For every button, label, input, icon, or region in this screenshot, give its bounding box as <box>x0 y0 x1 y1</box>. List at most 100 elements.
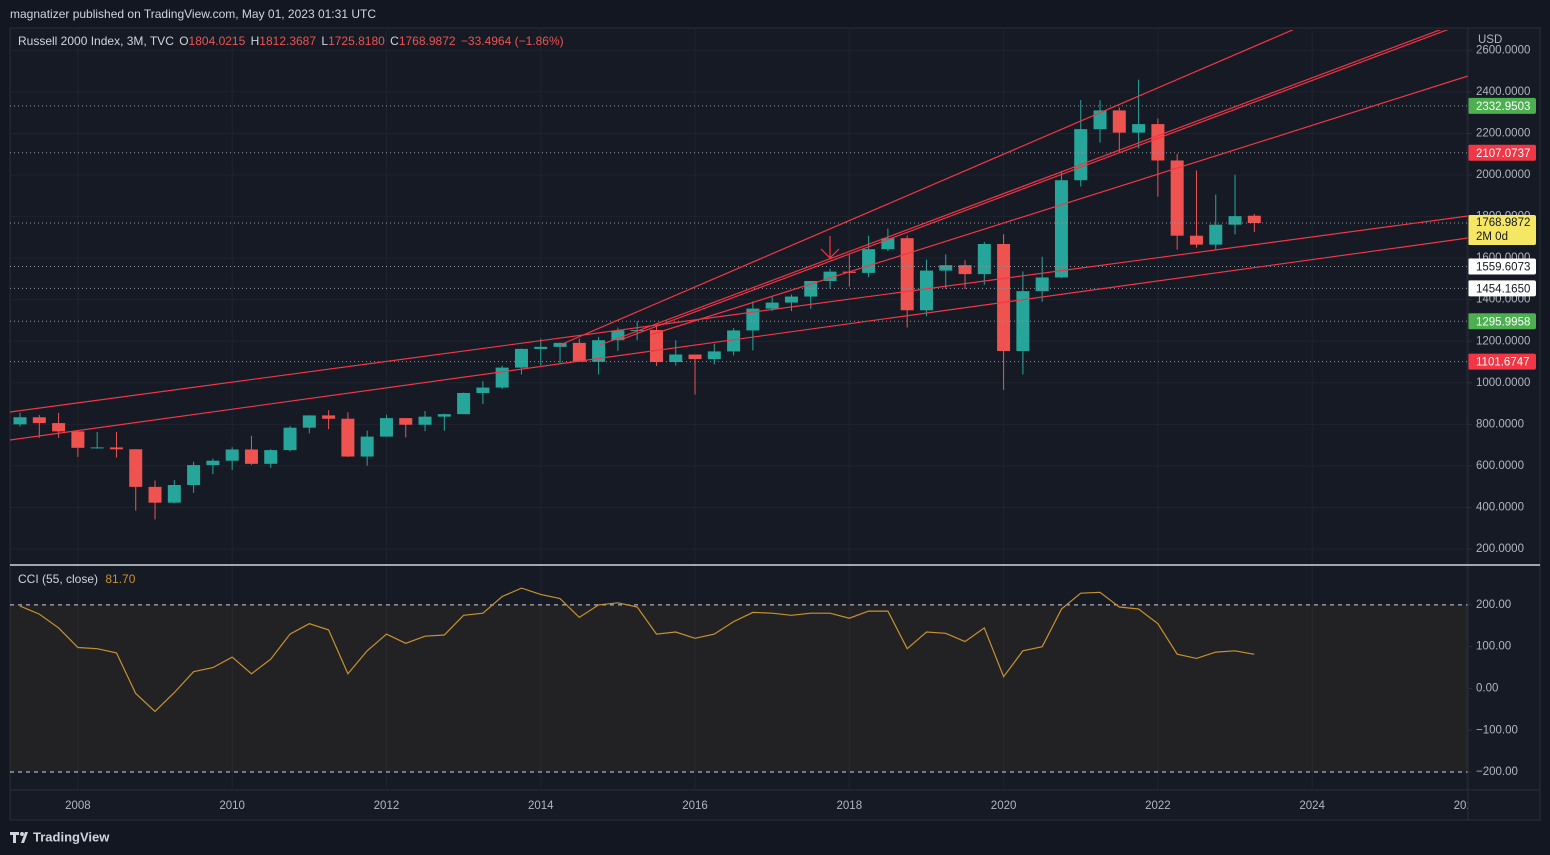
candle-body <box>379 418 393 437</box>
y-tick-label: 200.0000 <box>1476 543 1524 555</box>
footer-brand: TradingView <box>33 829 110 844</box>
candle-body <box>71 431 85 448</box>
legend-key: O <box>179 34 188 48</box>
last-price-badge <box>1468 215 1536 246</box>
cci-band-fill <box>10 604 1468 773</box>
arrow-marker <box>820 236 840 259</box>
candle-body <box>341 418 355 457</box>
y-tick-label: 2600.0000 <box>1476 44 1530 56</box>
y-tick-label: −200.00 <box>1476 766 1518 778</box>
last-price-label: 1768.9872 <box>1476 217 1530 229</box>
legend-value: 1812.3687 <box>259 34 316 48</box>
candle-body <box>457 392 471 415</box>
candle-body <box>322 415 336 419</box>
trend-lines <box>10 30 1468 441</box>
candle-body <box>977 244 991 275</box>
y-tick-label: 200.00 <box>1476 599 1511 611</box>
y-tick-label: 400.0000 <box>1476 501 1524 513</box>
candle-body <box>244 449 258 464</box>
candle-body <box>264 450 278 464</box>
price-level-label: 2107.0737 <box>1476 148 1530 160</box>
y-tick-label: 2400.0000 <box>1476 86 1530 98</box>
cci-line <box>19 587 1255 713</box>
candle-body <box>437 414 451 417</box>
indicator-legend: CCI (55, close) 81.70 <box>18 572 136 586</box>
candle-body <box>592 340 606 362</box>
candle-body <box>1093 110 1107 130</box>
trend-line <box>619 30 1449 341</box>
candle-body <box>707 351 721 360</box>
candle-body <box>1054 180 1068 278</box>
candle-body <box>534 346 548 349</box>
logo-dot <box>20 832 24 836</box>
candle-body <box>997 244 1011 351</box>
price-level-label: 1101.6747 <box>1476 357 1530 369</box>
x-tick-label: 2016 <box>682 800 708 812</box>
symbol-legend: Russell 2000 Index, 3M, TVC O1804.0215 H… <box>18 34 564 48</box>
legend-key: H <box>251 34 260 48</box>
candle-body <box>476 387 490 393</box>
candle-body <box>727 330 741 352</box>
indicator-value: 81.70 <box>105 572 135 586</box>
candle-body <box>13 417 27 425</box>
bar-countdown: 2M 0d <box>1476 231 1508 243</box>
candle-body <box>418 416 432 425</box>
candle-body <box>1132 124 1146 133</box>
candle-body <box>360 436 374 457</box>
price-level-badge <box>1468 280 1536 297</box>
candle-body <box>1189 235 1203 245</box>
trend-line <box>559 30 1294 346</box>
price-level-label: 2332.9503 <box>1476 101 1530 113</box>
y-tick-label: 600.0000 <box>1476 460 1524 472</box>
trend-line <box>10 215 1468 413</box>
candle-body <box>746 308 760 331</box>
candle-body <box>1112 110 1126 133</box>
x-tick-label: 2012 <box>374 800 400 812</box>
x-tick-label: 2008 <box>65 800 91 812</box>
tradingview-logo: TradingView <box>10 829 110 844</box>
logo-icon <box>10 832 28 843</box>
candle-body <box>129 449 143 487</box>
candle-body <box>1151 124 1165 161</box>
price-level-badge <box>1468 97 1536 114</box>
x-tick-label: 2010 <box>219 800 245 812</box>
indicator-title: CCI (55, close) <box>18 572 98 586</box>
price-level-label: 1295.9958 <box>1476 316 1530 328</box>
candle-body <box>225 449 239 461</box>
price-level-badge <box>1468 353 1536 370</box>
candle-body <box>302 415 316 428</box>
candle-body <box>1170 160 1184 236</box>
candle-body <box>90 447 104 449</box>
candle-body <box>1074 129 1088 181</box>
legend-value: 1725.8180 <box>328 34 385 48</box>
x-tick-label: 2014 <box>528 800 554 812</box>
x-axis-labels: 2008 2010 2012 2014 2016 2018 2020 2022 2024 2026 <box>65 800 1480 812</box>
x-tick-label: 2024 <box>1299 800 1325 812</box>
y-tick-label: 1200.0000 <box>1476 335 1530 347</box>
price-level-label: 1559.6073 <box>1476 262 1530 274</box>
trend-line <box>649 75 1468 336</box>
candle-body <box>900 238 914 311</box>
candle-body <box>958 265 972 275</box>
candle-body <box>109 447 123 450</box>
y-tick-label: 2200.0000 <box>1476 127 1530 139</box>
candle-body <box>765 302 779 309</box>
x-tick-label: 2026 <box>1454 800 1480 812</box>
candle-body <box>881 238 895 250</box>
candle-body <box>514 348 528 368</box>
price-level-badge <box>1468 313 1536 330</box>
x-tick-label: 2018 <box>837 800 863 812</box>
y-tick-label: 1000.0000 <box>1476 377 1530 389</box>
candle-body <box>784 296 798 303</box>
currency-label: USD <box>1478 34 1502 46</box>
price-level-badge <box>1468 258 1536 275</box>
candle-body <box>649 330 663 363</box>
trend-line <box>599 30 1442 346</box>
candle-body <box>1228 216 1242 225</box>
candle-body <box>611 330 625 341</box>
x-tick-label: 2022 <box>1145 800 1171 812</box>
candle-body <box>1247 215 1261 224</box>
y-tick-label: 800.0000 <box>1476 418 1524 430</box>
legend-key: C <box>390 34 399 48</box>
